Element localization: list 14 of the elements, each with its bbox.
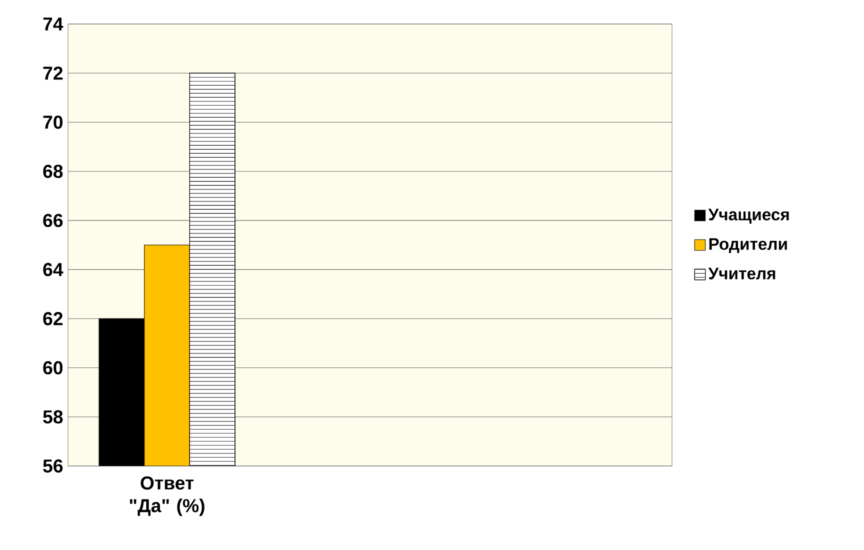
legend-label: Родители [709, 238, 787, 254]
y-tick-label: 74 [43, 18, 64, 30]
legend-label: Учителя [708, 268, 776, 280]
y-tick-label: 70 [43, 116, 63, 129]
y-tick-label: 60 [43, 361, 63, 374]
x-tick-label: Ответ "Да" (%) [130, 476, 204, 516]
y-tick-label: 56 [43, 459, 63, 473]
y-tick-label: 72 [43, 66, 63, 80]
y-tick-label: 58 [43, 410, 63, 424]
legend-label: Учащиеся [708, 208, 789, 224]
y-tick-label: 68 [43, 164, 63, 178]
y-tick-label: 62 [43, 312, 63, 326]
y-tick-label: 64 [43, 262, 64, 276]
y-tick-label: 66 [43, 214, 63, 228]
